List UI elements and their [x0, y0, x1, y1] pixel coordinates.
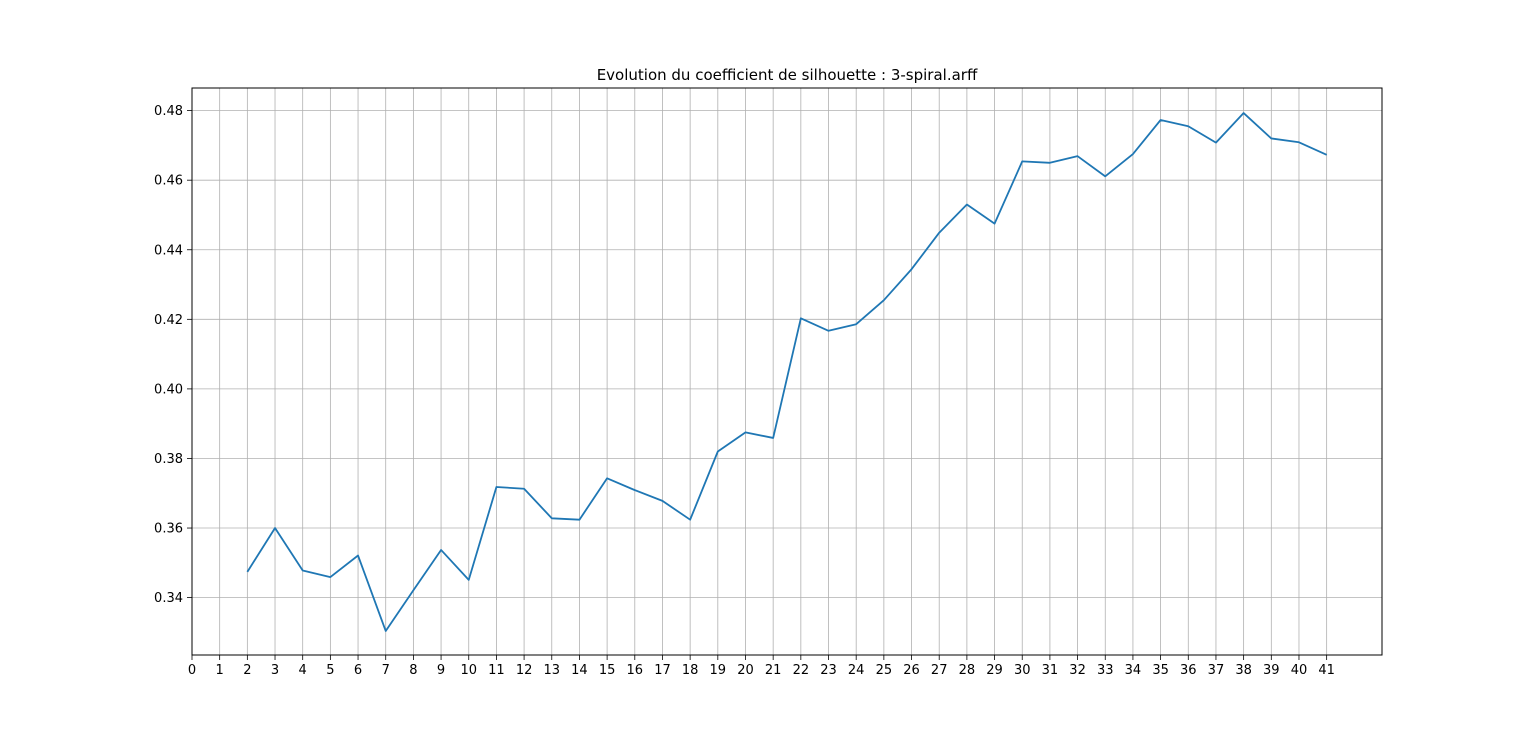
x-tick-label: 20: [737, 663, 754, 678]
x-tick-label: 33: [1097, 663, 1114, 678]
x-tick-label: 34: [1125, 663, 1142, 678]
x-tick-label: 6: [354, 663, 362, 678]
x-tick-label: 36: [1180, 663, 1197, 678]
x-tick-label: 0: [188, 663, 196, 678]
x-tick-label: 16: [627, 663, 644, 678]
y-tick-label: 0.36: [154, 522, 183, 537]
x-tick-label: 35: [1152, 663, 1169, 678]
y-tick-label: 0.38: [154, 452, 183, 467]
x-tick-label: 17: [654, 663, 671, 678]
x-tick-label: 3: [271, 663, 279, 678]
y-tick-label: 0.46: [154, 174, 183, 189]
x-tick-label: 30: [1014, 663, 1031, 678]
x-tick-label: 31: [1042, 663, 1059, 678]
x-tick-label: 29: [986, 663, 1003, 678]
y-tick-label: 0.42: [154, 313, 183, 328]
x-tick-label: 4: [299, 663, 307, 678]
x-tick-label: 32: [1069, 663, 1086, 678]
x-tick-label: 21: [765, 663, 782, 678]
x-tick-label: 7: [382, 663, 390, 678]
x-tick-label: 15: [599, 663, 616, 678]
y-tick-label: 0.44: [154, 243, 183, 258]
x-tick-label: 14: [571, 663, 588, 678]
x-tick-label: 1: [216, 663, 224, 678]
ticks: 0 1 2 3 4 5 6 7 8 9 10 11 12 13 14 15 16 17 18 19 20 21 22 23 24…: [154, 104, 1335, 678]
axes-frame: [191, 87, 1383, 656]
series-line: [246, 112, 1328, 632]
chart-title: Evolution du coefficient de silhouette :…: [597, 66, 978, 84]
x-tick-label: 2: [243, 663, 251, 678]
x-tick-label: 25: [876, 663, 893, 678]
x-tick-label: 40: [1291, 663, 1308, 678]
x-tick-label: 18: [682, 663, 699, 678]
x-tick-label: 27: [931, 663, 948, 678]
x-tick-label: 24: [848, 663, 865, 678]
x-tick-label: 28: [959, 663, 976, 678]
x-tick-label: 38: [1235, 663, 1252, 678]
series-line-layer: [246, 112, 1328, 632]
x-tick-label: 22: [793, 663, 810, 678]
x-tick-label: 37: [1208, 663, 1225, 678]
x-tick-label: 5: [326, 663, 334, 678]
x-tick-label: 12: [516, 663, 533, 678]
y-tick-label: 0.40: [154, 382, 183, 397]
x-tick-label: 11: [488, 663, 505, 678]
x-tick-label: 23: [820, 663, 837, 678]
x-tick-label: 19: [710, 663, 727, 678]
grid: [191, 88, 1382, 655]
y-tick-label: 0.48: [154, 104, 183, 119]
x-tick-label: 13: [543, 663, 560, 678]
x-tick-label: 41: [1318, 663, 1335, 678]
x-tick-label: 39: [1263, 663, 1280, 678]
x-tick-label: 9: [437, 663, 445, 678]
y-tick-label: 0.34: [154, 591, 183, 606]
x-tick-label: 8: [409, 663, 417, 678]
x-tick-label: 10: [460, 663, 477, 678]
x-tick-label: 26: [903, 663, 920, 678]
